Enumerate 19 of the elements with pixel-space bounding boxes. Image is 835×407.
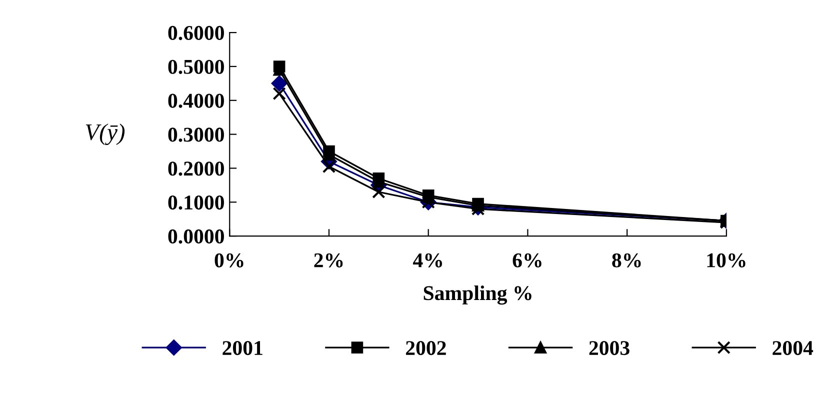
x-tick-label: 6% — [512, 253, 542, 268]
y-axis-title: V(ȳ) — [86, 124, 125, 146]
y-tick-label: 0.0000 — [168, 229, 224, 244]
x-tick-label: 8% — [612, 253, 641, 268]
x-axis-title: Sampling % — [424, 286, 532, 305]
x-tick-label: 2% — [314, 253, 343, 268]
legend-label: 2001 — [222, 341, 262, 356]
y-tick-label: 0.3000 — [168, 128, 224, 142]
legend-label: 2002 — [406, 341, 446, 356]
legend-label: 2004 — [772, 341, 814, 356]
legend-label: 2003 — [589, 341, 630, 356]
y-tick-label: 0.6000 — [168, 26, 224, 40]
y-tick-label: 0.4000 — [168, 94, 224, 108]
x-tick-label: 0% — [214, 253, 244, 268]
y-tick-label: 0.2000 — [168, 162, 224, 176]
y-tick-label: 0.5000 — [168, 60, 224, 74]
x-tick-label: 4% — [413, 253, 442, 268]
y-tick-label: 0.1000 — [168, 196, 224, 210]
x-tick-label: 10% — [707, 253, 746, 268]
